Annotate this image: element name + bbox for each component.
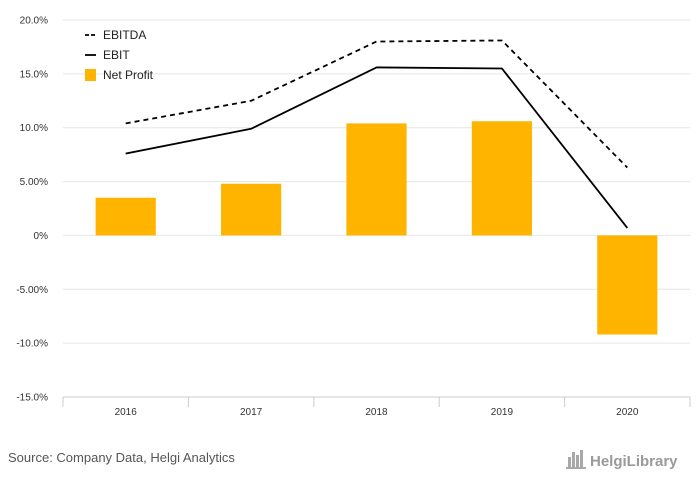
x-tick-label: 2020 bbox=[616, 407, 639, 418]
y-tick-label: 0% bbox=[34, 231, 49, 242]
y-tick-label: 10.0% bbox=[20, 123, 48, 134]
y-tick-label: 20.0% bbox=[20, 16, 48, 27]
x-axis: 2016 2017 2018 2019 2020 bbox=[62, 396, 691, 418]
y-tick-label: -15.0% bbox=[16, 393, 48, 404]
line-ebit bbox=[125, 66, 629, 229]
bar-net-profit bbox=[221, 183, 282, 236]
line-ebitda bbox=[125, 39, 628, 169]
legend-label: Net Profit bbox=[103, 68, 154, 82]
x-tick-label: 2019 bbox=[491, 407, 514, 418]
helgi-library-logo: HelgiLibrary bbox=[566, 450, 678, 470]
bars bbox=[95, 121, 658, 335]
x-tick-label: 2016 bbox=[115, 407, 138, 418]
y-tick-label: 5.00% bbox=[20, 177, 48, 188]
x-tick-label: 2017 bbox=[240, 407, 263, 418]
y-tick-label: -10.0% bbox=[16, 339, 48, 350]
logo-text: HelgiLibrary bbox=[590, 453, 678, 470]
source-note: Source: Company Data, Helgi Analytics bbox=[8, 450, 235, 465]
legend-label: EBITDA bbox=[103, 28, 146, 42]
bar-net-profit bbox=[597, 235, 658, 335]
y-tick-label: 15.0% bbox=[20, 69, 48, 80]
x-tick-label: 2018 bbox=[365, 407, 388, 418]
bar-net-profit bbox=[95, 197, 156, 236]
legend: EBITDA EBIT Net Profit bbox=[85, 28, 154, 82]
series-lines bbox=[125, 39, 629, 229]
logo-icon bbox=[566, 450, 586, 469]
y-axis: 20.0% 15.0% 10.0% 5.00% 0% -5.00% -10.0% -15.0% bbox=[16, 16, 48, 404]
bar-net-profit bbox=[346, 123, 407, 236]
legend-swatch bbox=[85, 69, 96, 81]
bar-net-profit bbox=[471, 121, 532, 236]
legend-label: EBIT bbox=[103, 48, 130, 62]
y-tick-label: -5.00% bbox=[16, 285, 48, 296]
